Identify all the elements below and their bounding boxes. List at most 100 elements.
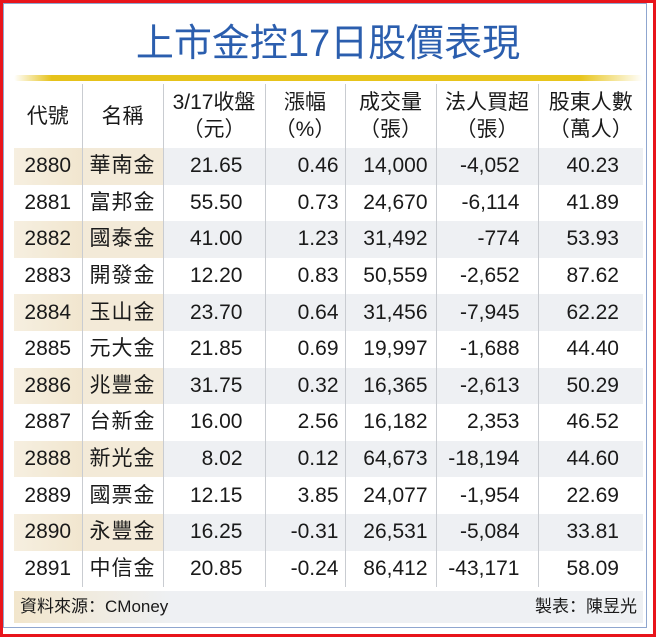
cell-change: 0.46 [264, 148, 345, 185]
cell-code: 2888 [14, 440, 82, 478]
cell-change: 0.32 [264, 367, 345, 405]
cell-code: 2883 [24, 264, 72, 288]
cell-change: -0.24 [264, 550, 345, 588]
cell-holders: 87.62 [537, 257, 643, 295]
table-row: 2891 中信金 20.85 -0.24 86,412 -43,171 58.0… [14, 550, 643, 588]
cell-code: 2891 [24, 556, 72, 580]
header-change-label: 漲幅 [284, 91, 326, 114]
cell-holders: 33.81 [537, 513, 643, 551]
header-volume-label: 成交量 [359, 91, 422, 114]
cell-code: 2880 [14, 148, 82, 185]
cell-holders: 44.40 [537, 330, 643, 368]
cell-volume: 24,670 [344, 184, 436, 222]
cell-close: 12.20 [162, 257, 265, 295]
cell-name: 中信金 [81, 550, 163, 588]
cell-change: 0.69 [264, 330, 345, 368]
cell-name: 國泰金 [81, 221, 163, 258]
cell-close: 21.85 [162, 330, 265, 368]
cell-code: 2890 [14, 513, 82, 551]
table-row: 2884 玉山金 23.70 0.64 31,456 -7,945 62.22 [14, 294, 643, 331]
cell-institutional: -2,652 [435, 257, 538, 295]
maker-credit: 製表：陳昱光 [535, 597, 637, 616]
cell-change: 3.85 [264, 477, 345, 514]
cell-holders: 44.60 [537, 440, 643, 478]
table-row: 2887 台新金 16.00 2.56 16,182 2,353 46.52 [14, 404, 643, 441]
cell-institutional: -6,114 [435, 184, 538, 222]
cell-change: 0.83 [264, 257, 345, 295]
header-institutional: 法人買超 （張） [435, 84, 538, 148]
header-holders-label: 股東人數 [548, 91, 633, 114]
header-code: 代號 [14, 84, 82, 148]
cell-institutional: -2,613 [435, 367, 538, 405]
cell-close: 12.15 [162, 477, 265, 514]
cell-institutional: -1,954 [435, 477, 538, 514]
table-row: 2881 富邦金 55.50 0.73 24,670 -6,114 41.89 [14, 184, 643, 222]
header-code-label: 代號 [26, 104, 69, 128]
cell-close: 55.50 [162, 184, 265, 222]
cell-change: 0.73 [264, 184, 345, 222]
cell-name: 台新金 [81, 404, 163, 441]
cell-close: 20.85 [162, 550, 265, 588]
header-holders: 股東人數 （萬人） [537, 84, 643, 148]
table-row: 2889 國票金 12.15 3.85 24,077 -1,954 22.69 [14, 477, 643, 514]
stock-table: 代號 名稱 3/17收盤 （元） 漲幅 （%） 成交量 （張） 法人買超 （張） 股東人… [14, 84, 643, 588]
header-volume: 成交量 （張） [344, 84, 436, 148]
cell-change: 1.23 [264, 221, 345, 258]
cell-code: 2882 [14, 221, 82, 258]
cell-volume: 16,365 [344, 367, 436, 405]
cell-volume: 26,531 [344, 513, 436, 551]
header-institutional-unit: （張） [455, 118, 519, 141]
header-close-label: 3/17收盤 [172, 91, 256, 114]
cell-close: 8.02 [162, 440, 265, 478]
title-divider [14, 75, 643, 81]
header-name: 名稱 [81, 84, 163, 148]
table-row: 2885 元大金 21.85 0.69 19,997 -1,688 44.40 [14, 330, 643, 368]
header-row: 代號 名稱 3/17收盤 （元） 漲幅 （%） 成交量 （張） 法人買超 （張） 股東人… [14, 84, 643, 148]
header-volume-unit: （張） [359, 118, 422, 141]
cell-change: 0.64 [264, 294, 345, 331]
cell-volume: 16,182 [344, 404, 436, 441]
source-credit: 資料來源：CMoney [20, 597, 169, 616]
cell-close: 41.00 [162, 221, 265, 258]
cell-holders: 22.69 [537, 477, 643, 514]
cell-code: 2889 [24, 483, 72, 507]
cell-holders: 53.93 [537, 221, 643, 258]
cell-name: 富邦金 [81, 184, 163, 222]
cell-name: 開發金 [81, 257, 163, 295]
cell-code: 2887 [24, 410, 72, 434]
cell-holders: 41.89 [537, 184, 643, 222]
cell-name: 元大金 [81, 330, 163, 368]
cell-holders: 40.23 [537, 148, 643, 185]
cell-volume: 14,000 [344, 148, 436, 185]
cell-name: 玉山金 [81, 294, 163, 331]
header-holders-unit: （萬人） [548, 118, 633, 141]
table-row: 2882 國泰金 41.00 1.23 31,492 -774 53.93 [14, 221, 643, 258]
cell-close: 21.65 [162, 148, 265, 185]
header-close-unit: （元） [182, 118, 246, 141]
cell-name: 永豐金 [81, 513, 163, 551]
cell-volume: 24,077 [344, 477, 436, 514]
cell-holders: 62.22 [537, 294, 643, 331]
cell-holders: 58.09 [537, 550, 643, 588]
cell-change: -0.31 [264, 513, 345, 551]
cell-change: 0.12 [264, 440, 345, 478]
cell-close: 16.25 [162, 513, 265, 551]
cell-volume: 31,456 [344, 294, 436, 331]
cell-code: 2881 [24, 190, 72, 214]
cell-name: 國票金 [81, 477, 163, 514]
cell-code: 2885 [24, 337, 72, 361]
cell-volume: 86,412 [344, 550, 436, 588]
cell-institutional: -1,688 [435, 330, 538, 368]
cell-institutional: -774 [435, 221, 538, 258]
cell-institutional: -18,194 [435, 440, 538, 478]
cell-change: 2.56 [264, 404, 345, 441]
cell-close: 23.70 [162, 294, 265, 331]
header-name-label: 名稱 [101, 104, 144, 128]
table-row: 2890 永豐金 16.25 -0.31 26,531 -5,084 33.81 [14, 513, 643, 551]
cell-name: 兆豐金 [81, 367, 163, 405]
table-row: 2888 新光金 8.02 0.12 64,673 -18,194 44.60 [14, 440, 643, 478]
cell-name: 新光金 [81, 440, 163, 478]
table-row: 2883 開發金 12.20 0.83 50,559 -2,652 87.62 [14, 257, 643, 295]
footer-bar: 資料來源：CMoney 製表：陳昱光 [14, 591, 643, 623]
